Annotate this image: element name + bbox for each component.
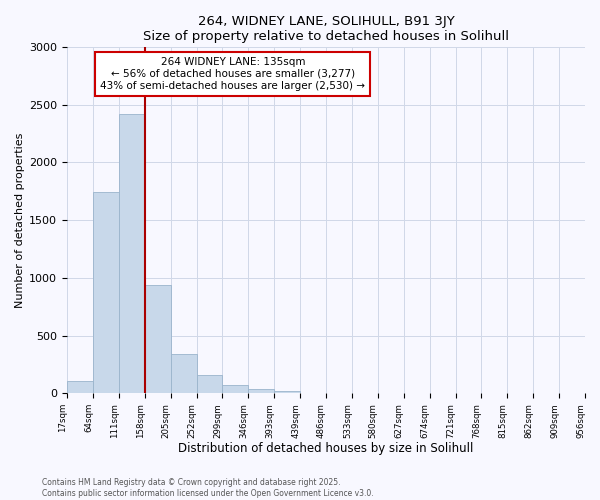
Text: Contains HM Land Registry data © Crown copyright and database right 2025.
Contai: Contains HM Land Registry data © Crown c… <box>42 478 374 498</box>
Text: 264 WIDNEY LANE: 135sqm
← 56% of detached houses are smaller (3,277)
43% of semi: 264 WIDNEY LANE: 135sqm ← 56% of detache… <box>100 58 365 90</box>
Bar <box>274 391 300 393</box>
Title: 264, WIDNEY LANE, SOLIHULL, B91 3JY
Size of property relative to detached houses: 264, WIDNEY LANE, SOLIHULL, B91 3JY Size… <box>143 15 509 43</box>
Bar <box>67 380 93 393</box>
Bar <box>93 192 119 393</box>
Bar <box>248 389 274 393</box>
Bar <box>170 354 197 393</box>
X-axis label: Distribution of detached houses by size in Solihull: Distribution of detached houses by size … <box>178 442 473 455</box>
Bar <box>119 114 145 393</box>
Bar <box>197 376 223 393</box>
Bar <box>145 284 170 393</box>
Bar <box>223 384 248 393</box>
Y-axis label: Number of detached properties: Number of detached properties <box>15 132 25 308</box>
